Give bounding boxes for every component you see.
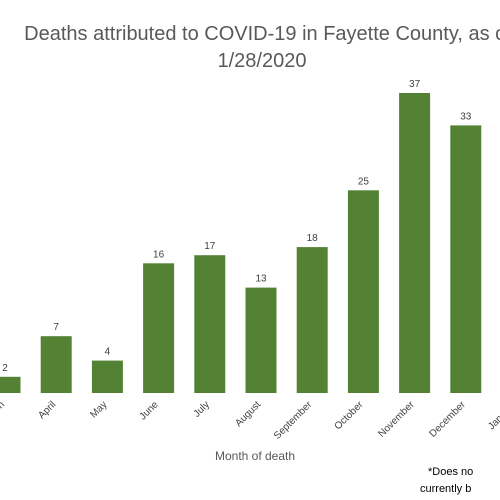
tick-label-may: May	[88, 399, 109, 420]
tick-label-june: June	[138, 399, 161, 422]
tick-label-july: July	[192, 399, 212, 419]
tick-label-september: September	[272, 399, 315, 442]
x-axis-title: Month of death	[215, 449, 295, 463]
bar-may	[91, 360, 123, 393]
chart-title-line-1: Deaths attributed to COVID-19 in Fayette…	[24, 23, 500, 45]
bar-march	[0, 376, 21, 393]
value-label-july: 17	[204, 241, 216, 252]
value-label-december: 33	[460, 111, 472, 122]
bar-august	[245, 287, 277, 393]
value-label-june: 16	[153, 249, 165, 260]
tick-label-march: March	[0, 399, 7, 426]
tick-label-october: October	[333, 399, 366, 432]
value-label-november: 37	[409, 79, 421, 90]
value-label-march: 2	[2, 363, 8, 374]
tick-label-january: January	[486, 399, 500, 432]
value-label-august: 13	[255, 274, 267, 285]
tick-label-november: November	[376, 399, 417, 440]
bar-october	[347, 190, 379, 393]
bar-november	[399, 93, 431, 393]
tick-label-august: August	[233, 399, 263, 429]
tick-label-april: April	[36, 399, 58, 421]
bar-december	[450, 125, 482, 394]
chart-title-line-2: 1/28/2020	[218, 50, 307, 72]
value-label-october: 25	[358, 176, 370, 187]
value-label-september: 18	[307, 233, 319, 244]
bar-april	[40, 336, 72, 393]
tick-labels-layer: March April May June July August September Octo…	[0, 399, 500, 442]
footnote-line-1: *Does no	[428, 466, 473, 478]
value-labels-layer: 2 7 4 16 17 13 18 25 37 33	[2, 79, 472, 374]
bar-july	[194, 255, 226, 393]
value-label-april: 7	[53, 322, 59, 333]
bar-september	[296, 247, 328, 393]
bar-june	[143, 263, 175, 393]
footnote-line-2: currently b	[420, 483, 471, 495]
value-label-may: 4	[105, 347, 111, 358]
bars-layer	[0, 93, 482, 394]
tick-label-december: December	[428, 399, 469, 440]
